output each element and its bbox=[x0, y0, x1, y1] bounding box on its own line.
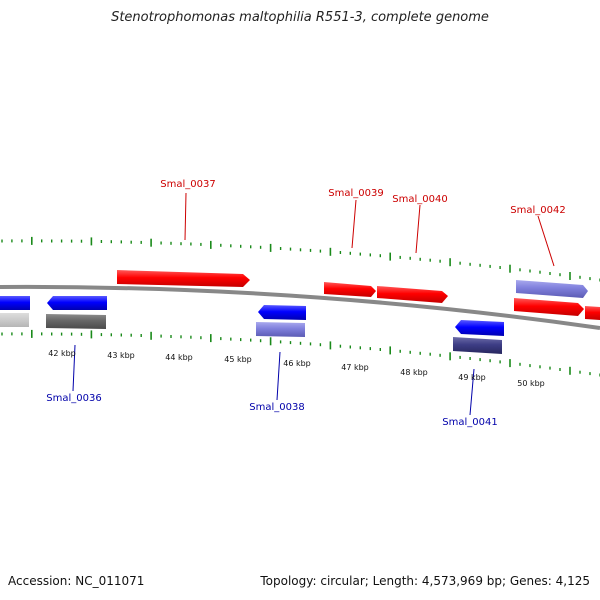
genome-backbone bbox=[0, 284, 600, 330]
gene-feature-reverse-blue-edge[interactable] bbox=[0, 296, 30, 310]
scale-label-42-kbp: 42 kbp bbox=[48, 349, 76, 358]
genome-summary-text: Topology: circular; Length: 4,573,969 bp… bbox=[260, 574, 590, 588]
leader-line-smal-0037 bbox=[184, 192, 187, 241]
scale-label-46-kbp: 46 kbp bbox=[283, 359, 311, 368]
leader-line-smal-0036 bbox=[72, 344, 76, 392]
scale-label-49-kbp: 49 kbp bbox=[458, 373, 486, 382]
leader-line-smal-0038 bbox=[276, 351, 281, 401]
gene-feature-forward-red[interactable] bbox=[514, 298, 584, 316]
gene-feature-reverse-lavender[interactable] bbox=[256, 322, 305, 337]
scale-label-50-kbp: 50 kbp bbox=[517, 379, 545, 388]
tick-row-upper bbox=[1, 236, 600, 282]
gene-label-smal-0040[interactable]: Smal_0040 bbox=[392, 194, 447, 205]
scale-label-45-kbp: 45 kbp bbox=[224, 355, 252, 364]
accession-text: Accession: NC_011071 bbox=[8, 574, 145, 588]
gene-label-smal-0037[interactable]: Smal_0037 bbox=[160, 179, 215, 190]
gene-feature-smal-0039[interactable] bbox=[324, 282, 376, 297]
gene-feature-smal-0037[interactable] bbox=[117, 270, 250, 287]
scale-label-43-kbp: 43 kbp bbox=[107, 351, 135, 360]
gene-label-smal-0036[interactable]: Smal_0036 bbox=[46, 393, 101, 404]
scale-label-48-kbp: 48 kbp bbox=[400, 368, 428, 377]
gene-feature-reverse-navy[interactable] bbox=[453, 337, 502, 354]
gene-feature-reverse-gray[interactable] bbox=[46, 314, 106, 329]
gene-label-smal-0041[interactable]: Smal_0041 bbox=[442, 417, 497, 428]
leader-line-smal-0041 bbox=[469, 368, 475, 416]
gene-label-smal-0042[interactable]: Smal_0042 bbox=[510, 205, 565, 216]
gene-feature-smal-0038[interactable] bbox=[258, 305, 306, 320]
gene-feature-smal-0041[interactable] bbox=[455, 320, 504, 336]
leader-line-smal-0042 bbox=[537, 215, 555, 267]
gene-feature-forward-red-edge[interactable] bbox=[585, 306, 600, 320]
leader-line-smal-0040 bbox=[415, 204, 421, 254]
map-title: Stenotrophomonas maltophilia R551-3, com… bbox=[111, 10, 489, 25]
gene-feature-smal-0040[interactable] bbox=[377, 286, 448, 303]
scale-label-44-kbp: 44 kbp bbox=[165, 353, 193, 362]
gene-label-smal-0039[interactable]: Smal_0039 bbox=[328, 188, 383, 199]
gene-feature-smal-0036[interactable] bbox=[47, 296, 107, 310]
tick-row-lower bbox=[1, 329, 600, 377]
gene-feature-reverse-gray-edge[interactable] bbox=[0, 313, 29, 327]
scale-label-47-kbp: 47 kbp bbox=[341, 363, 369, 372]
leader-line-smal-0039 bbox=[351, 199, 357, 249]
gene-label-smal-0038[interactable]: Smal_0038 bbox=[249, 402, 304, 413]
gene-feature-smal-0042[interactable] bbox=[516, 280, 588, 298]
